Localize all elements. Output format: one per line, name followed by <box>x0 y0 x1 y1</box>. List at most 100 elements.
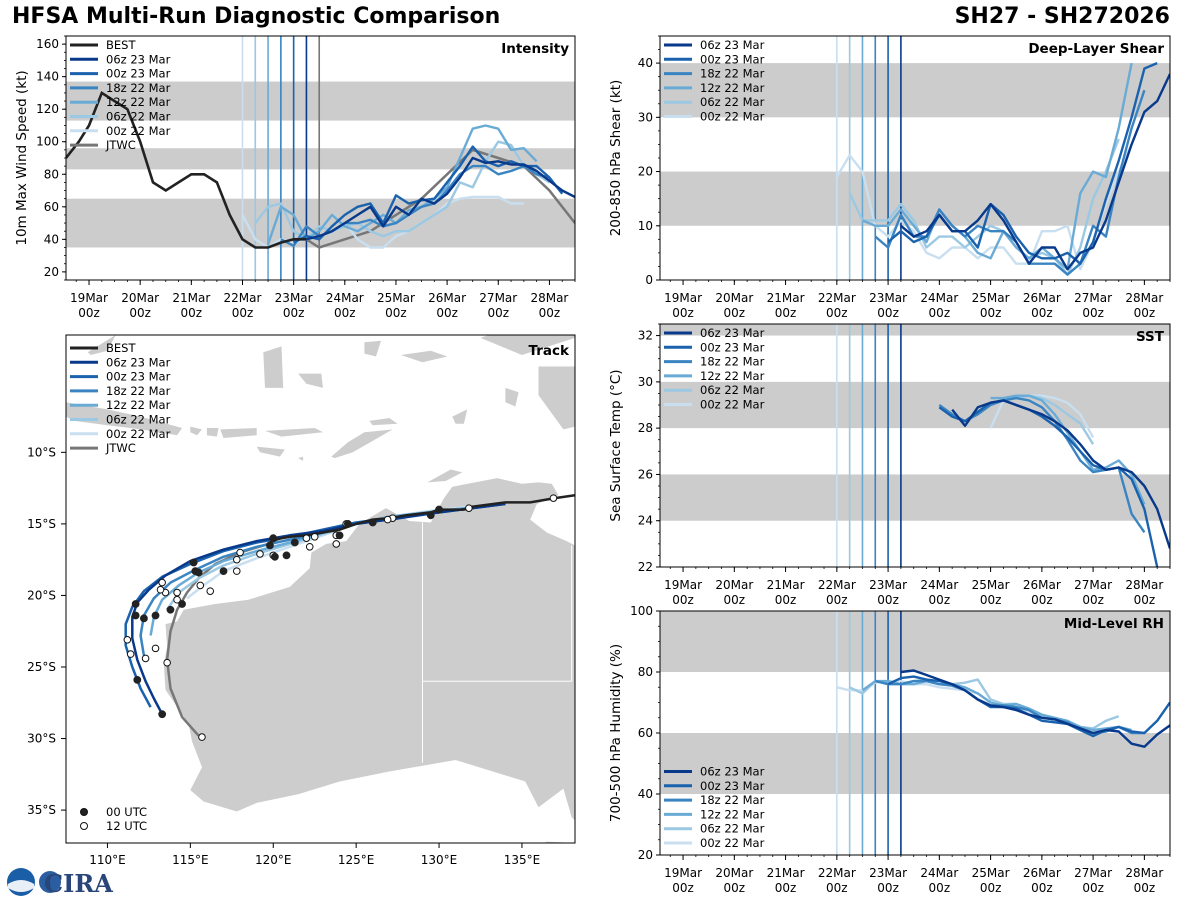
track-legend-label-3: 18z 22 Mar <box>106 384 171 398</box>
shear-series-3 <box>862 62 1133 271</box>
rh-x-tick-date-6: 25Mar <box>972 866 1010 880</box>
track-marker-00z-18 <box>166 605 175 614</box>
sst-x-tick-hour-1: 00z <box>724 593 746 607</box>
track-marker-12z-15 <box>196 581 205 590</box>
intensity-x-tick-hour-9: 00z <box>539 306 561 320</box>
track-y-tick-label-0: 10°S <box>27 445 56 459</box>
rh-y-tick-label-1: 40 <box>638 787 653 801</box>
intensity-x-tick-hour-1: 00z <box>129 306 151 320</box>
track-marker-00z-5 <box>290 538 299 547</box>
sst-legend-label-5: 00z 22 Mar <box>700 398 765 412</box>
track-panel: 110°E 115°E 120°E 125°E 130°E 135°E 10°S 15°S 20… <box>25 334 576 867</box>
shear-y-label: 200-850 hPa Shear (kt) <box>608 80 624 237</box>
track-marker-00z-11 <box>189 558 198 567</box>
track-marker-12z-26 <box>163 658 171 667</box>
rh-legend-label-0: 06z 23 Mar <box>700 765 765 779</box>
track-legend-label-2: 00z 23 Mar <box>106 370 171 384</box>
track-marker-legend-label-0: 00 UTC <box>106 805 147 819</box>
intensity-series-best <box>66 90 307 249</box>
track-marker-legend-symbol-1 <box>80 822 88 830</box>
intensity-legend-label-5: 06z 22 Mar <box>106 110 171 124</box>
track-legend-label-4: 12z 22 Mar <box>106 398 171 412</box>
shear-y-tick-label-0: 0 <box>645 273 653 287</box>
shear-x-tick-hour-3: 00z <box>826 306 848 320</box>
rh-legend-label-2: 18z 22 Mar <box>700 793 765 807</box>
sst-y-tick-label-1: 24 <box>638 514 653 528</box>
shear-legend-label-0: 06z 23 Mar <box>700 38 765 52</box>
track-marker-00z-3 <box>343 519 352 528</box>
track-marker-12z-21 <box>173 595 181 604</box>
shear-series-5 <box>835 143 1133 271</box>
shear-plot-area <box>660 36 1170 280</box>
track-marker-00z-17 <box>151 611 160 620</box>
sst-x-tick-date-8: 27Mar <box>1074 578 1112 592</box>
storm-id: SH27 - SH272026 <box>954 4 1170 29</box>
track-legend-label-1: 06z 23 Mar <box>106 355 171 369</box>
island-6 <box>298 456 304 461</box>
cira-globe-icon <box>39 871 61 893</box>
island-11 <box>87 335 116 355</box>
track-marker-00z-9 <box>271 552 279 561</box>
track-y-tick-label-2: 20°S <box>27 588 56 602</box>
track-legend-label-6: 00z 22 Mar <box>106 427 171 441</box>
island-4 <box>265 428 323 437</box>
intensity-x-tick-hour-4: 00z <box>283 306 305 320</box>
rh-y-tick-label-0: 20 <box>638 848 653 862</box>
intensity-title: Intensity <box>501 41 569 57</box>
track-legend-label-5: 06z 22 Mar <box>106 413 171 427</box>
track-marker-12z-0 <box>549 494 558 502</box>
shear-band-0 <box>660 171 1170 226</box>
intensity-x-tick-hour-7: 00z <box>436 306 458 320</box>
shear-y-tick-label-3: 30 <box>638 110 653 124</box>
intensity-y-tick-label-1: 40 <box>44 232 59 246</box>
rh-band-1 <box>660 611 1170 672</box>
rh-x-tick-hour-6: 00z <box>980 881 1002 895</box>
sst-x-tick-date-4: 23Mar <box>869 578 907 592</box>
track-marker-12z-27 <box>198 733 206 741</box>
shear-legend-label-2: 18z 22 Mar <box>700 67 765 81</box>
cira-logo-text: CIRA <box>44 869 113 898</box>
track-marker-12z-8 <box>305 542 314 551</box>
island-1 <box>190 426 202 436</box>
sst-legend-label-0: 06z 23 Mar <box>700 326 765 340</box>
track-marker-12z-14 <box>232 567 241 575</box>
track-marker-12z-23 <box>126 650 135 658</box>
intensity-y-label: 10m Max Wind Speed (kt) <box>14 70 30 245</box>
island-12 <box>25 335 66 355</box>
intensity-x-tick-date-0: 19Mar <box>70 291 108 305</box>
rh-legend-label-3: 12z 22 Mar <box>700 807 765 821</box>
intensity-y-tick-label-2: 60 <box>44 200 59 214</box>
rh-x-tick-hour-3: 00z <box>826 881 848 895</box>
tiwi-islands <box>427 469 463 483</box>
sst-y-tick-label-4: 30 <box>638 375 653 389</box>
shear-x-tick-hour-4: 00z <box>877 306 899 320</box>
track-marker-00z-15 <box>131 611 140 620</box>
sst-x-tick-date-6: 25Mar <box>972 578 1010 592</box>
track-marker-00z-1 <box>426 511 435 520</box>
track-marker-00z-19 <box>178 600 186 608</box>
intensity-x-tick-date-9: 28Mar <box>530 291 568 305</box>
track-marker-00z-0 <box>435 505 443 514</box>
track-x-tick-label-1: 115°E <box>172 853 209 867</box>
track-marker-00z-6 <box>269 534 278 543</box>
intensity-legend-label-4: 12z 22 Mar <box>106 95 171 109</box>
track-marker-12z-20 <box>158 578 166 587</box>
intensity-legend-label-3: 18z 22 Mar <box>106 81 171 95</box>
sst-plot-area <box>660 324 1170 567</box>
track-best <box>269 494 575 543</box>
rh-y-tick-label-2: 60 <box>638 726 653 740</box>
track-marker-00z-14 <box>131 600 140 608</box>
sst-x-tick-hour-0: 00z <box>672 593 694 607</box>
track-x-tick-label-2: 120°E <box>255 853 292 867</box>
sst-y-tick-label-5: 32 <box>638 329 653 343</box>
island-13 <box>263 346 284 388</box>
sst-legend-label-1: 00z 23 Mar <box>700 340 765 354</box>
sst-x-tick-hour-6: 00z <box>980 593 1002 607</box>
rh-x-tick-hour-0: 00z <box>672 881 694 895</box>
intensity-y-tick-label-6: 140 <box>36 70 59 84</box>
island-17 <box>364 340 381 357</box>
rh-y-label: 700-500 hPa Humidity (%) <box>608 644 624 822</box>
shear-x-tick-date-7: 26Mar <box>1023 291 1061 305</box>
cira-logo: CIRA <box>7 868 113 898</box>
